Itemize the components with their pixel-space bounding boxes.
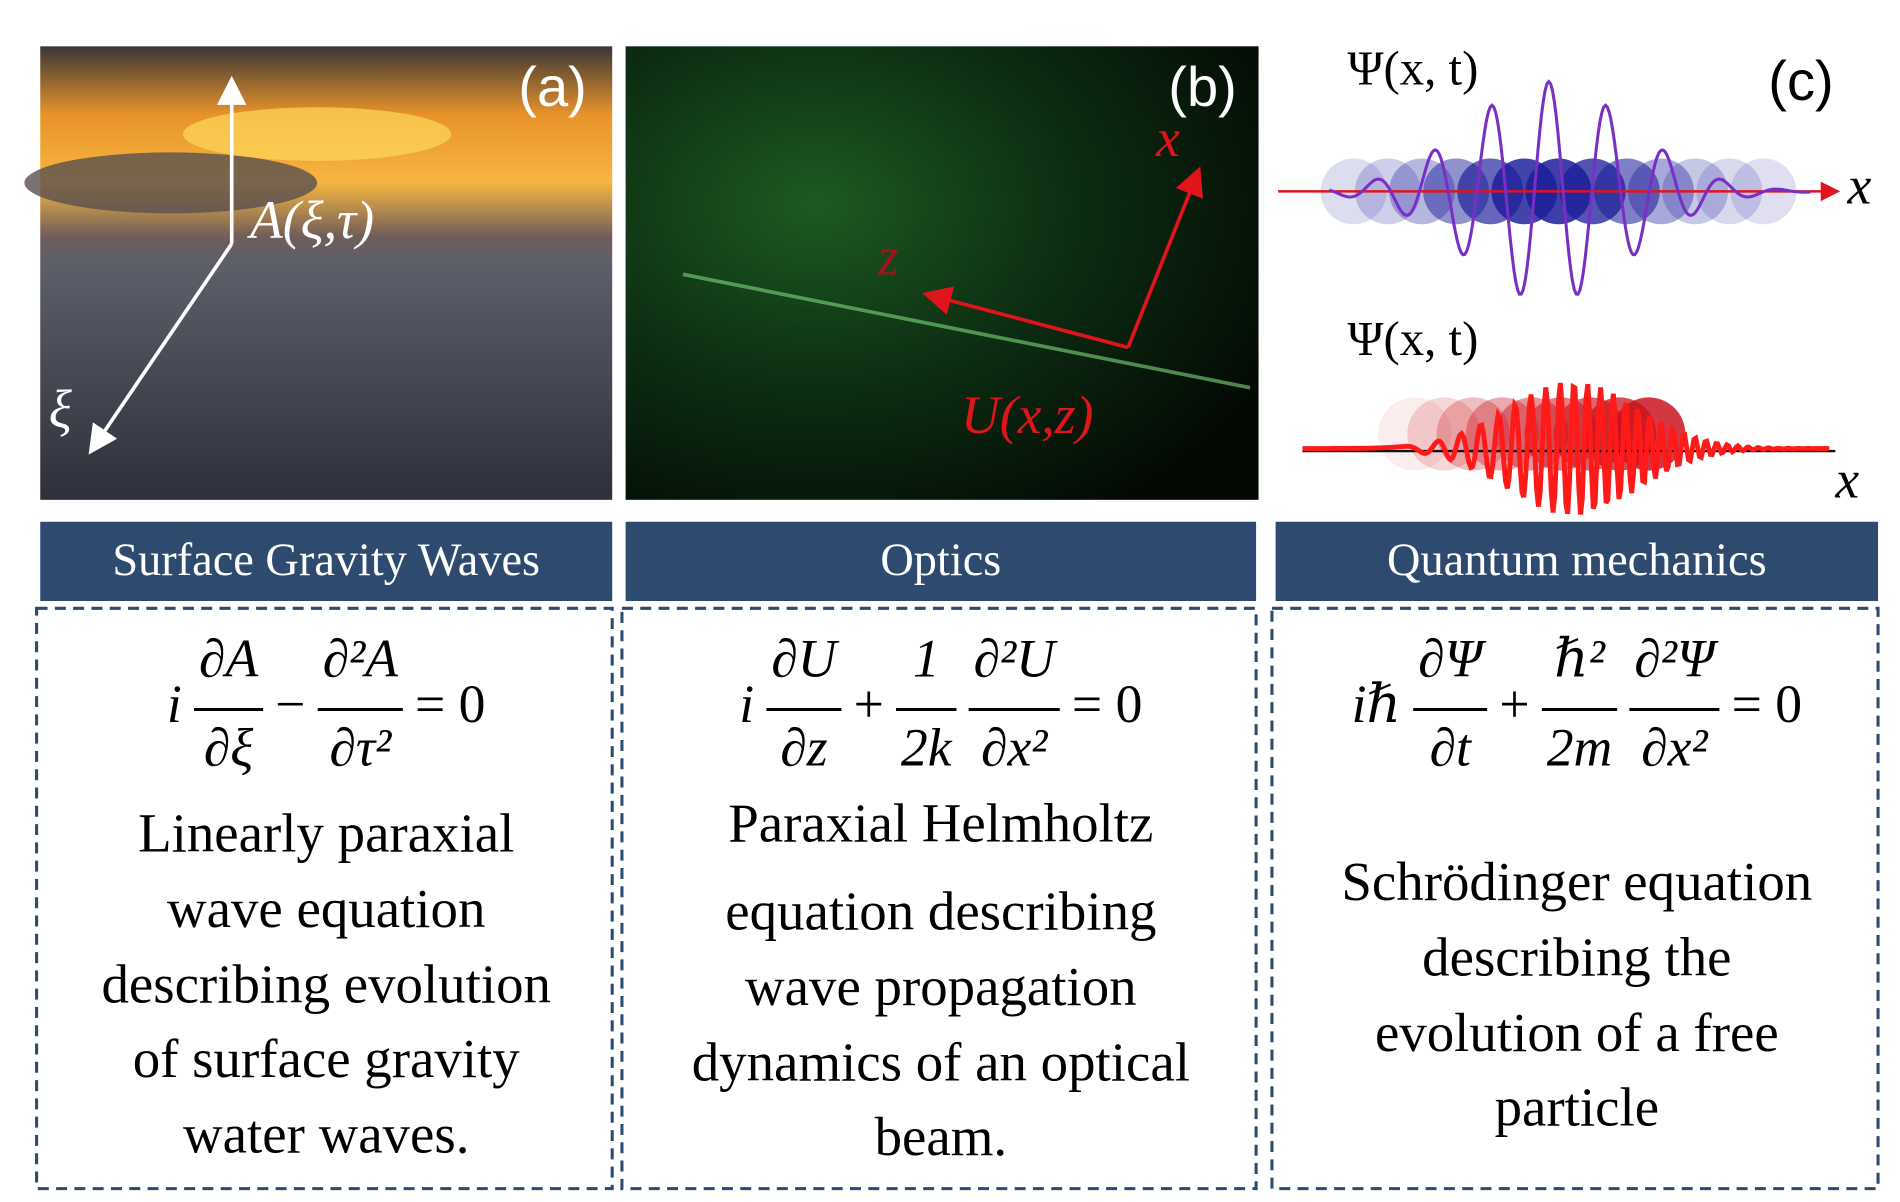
description: evolution of a free	[1375, 1002, 1779, 1063]
header-box	[1275, 521, 1879, 601]
denominator: ∂t	[1430, 718, 1473, 778]
panel-label: (a)	[518, 55, 587, 118]
description: dynamics of an optical	[692, 1032, 1190, 1093]
description: Linearly paraxial	[138, 802, 514, 863]
annotation: x	[1155, 108, 1180, 168]
equation-term: i	[167, 674, 182, 734]
header-box	[40, 521, 613, 601]
equation-term: iℏ	[1352, 674, 1401, 734]
equation-term: = 0	[1072, 674, 1142, 734]
numerator: ∂A	[199, 629, 259, 689]
description: Paraxial Helmholtz	[728, 793, 1153, 854]
columns: Surface Gravity Waves Linearly paraxial wa…	[35, 521, 1880, 1191]
description: wave equation	[167, 878, 485, 939]
content-box	[620, 606, 1258, 1191]
denominator: ∂z	[780, 718, 828, 778]
description: particle	[1495, 1077, 1660, 1138]
annotation: x	[1834, 450, 1859, 510]
denominator: ∂x²	[981, 718, 1048, 778]
denominator: 2k	[901, 718, 953, 778]
description: describing evolution	[101, 953, 551, 1014]
header-box	[625, 521, 1257, 601]
annotation: x	[1847, 156, 1872, 216]
numerator: ∂²Ψ	[1634, 629, 1719, 689]
annotation: A(ξ,τ)	[247, 190, 374, 250]
denominator: ∂ξ	[204, 718, 254, 778]
panel-label: (b)	[1168, 55, 1237, 118]
description: wave propagation	[745, 956, 1137, 1017]
description: Schrödinger equation	[1341, 851, 1812, 912]
equation-term: = 0	[1732, 674, 1802, 734]
annotation: z	[877, 226, 899, 286]
header: Optics	[880, 535, 1001, 586]
equation-term: = 0	[415, 674, 485, 734]
equation: i ∂A ∂ξ−∂²A ∂τ² = 0	[167, 629, 486, 778]
header: Surface Gravity Waves	[112, 535, 540, 586]
numerator: ∂U	[771, 629, 840, 689]
header: Quantum mechanics	[1387, 535, 1767, 586]
description: beam.	[875, 1106, 1008, 1167]
wavefunction	[1328, 79, 1811, 296]
numerator: 1	[913, 629, 940, 689]
equation-term: i	[739, 674, 754, 734]
description: of surface gravity	[133, 1028, 521, 1089]
equation-term: +	[854, 674, 884, 734]
annotation: U(x,z)	[961, 385, 1094, 445]
denominator: ∂x²	[1641, 718, 1708, 778]
wavefunction	[1302, 382, 1830, 515]
denominator: ∂τ²	[329, 718, 392, 778]
description: describing the	[1422, 927, 1731, 988]
annotation: Ψ(x, t)	[1348, 41, 1479, 95]
photo-a	[24, 46, 613, 500]
numerator: ∂²U	[974, 629, 1059, 689]
annotation: Ψ(x, t)	[1348, 312, 1479, 366]
numerator: ∂Ψ	[1418, 629, 1487, 689]
equation-term: −	[275, 674, 305, 734]
wave-illustration	[1278, 79, 1841, 515]
equation-term: +	[1499, 674, 1529, 734]
content-box	[1270, 606, 1880, 1191]
denominator: 2m	[1547, 718, 1613, 778]
content-box	[35, 606, 614, 1191]
photo-b	[625, 46, 1259, 500]
equation: iℏ ∂Ψ ∂t + ℏ² 2m ∂²Ψ ∂x² = 0	[1352, 629, 1803, 778]
numerator: ℏ²	[1554, 629, 1606, 689]
description: water waves.	[183, 1103, 469, 1164]
annotation: ξ	[49, 379, 72, 439]
equation: i ∂U ∂z +1 2k ∂²U ∂x² = 0	[739, 629, 1142, 778]
panel-label: (c)	[1768, 49, 1833, 112]
numerator: ∂²A	[323, 629, 399, 689]
description: equation describing	[725, 880, 1156, 941]
